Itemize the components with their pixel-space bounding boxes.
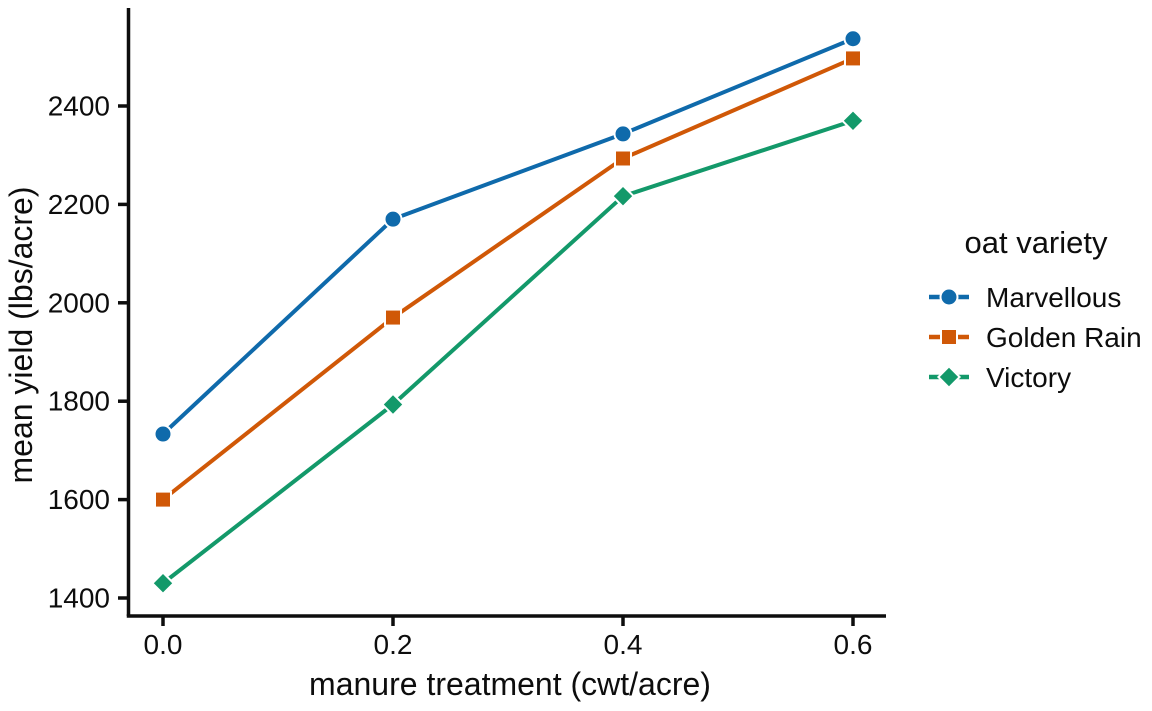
series-line xyxy=(161,56,854,502)
data-point-marker xyxy=(613,124,633,144)
legend-marker xyxy=(936,364,962,390)
legend-marker xyxy=(940,328,958,346)
data-point-marker xyxy=(840,108,866,133)
legend: Marvellous Golden Rain Victory xyxy=(929,282,1142,393)
data-point-marker xyxy=(383,209,403,229)
series-golden-rain xyxy=(154,49,862,509)
series-marvellous xyxy=(153,29,863,444)
data-point-marker xyxy=(614,149,632,168)
data-point-marker xyxy=(610,184,636,209)
legend-entry-marvellous: Marvellous xyxy=(929,282,1121,313)
legend-label: Golden Rain xyxy=(986,322,1142,353)
series-line xyxy=(161,118,854,585)
legend-marker xyxy=(939,287,959,307)
x-axis-ticks: 0.0 0.2 0.4 0.6 xyxy=(144,616,873,660)
y-tick-label: 1400 xyxy=(48,583,110,614)
series-line xyxy=(161,36,854,436)
legend-entry-victory: Victory xyxy=(929,362,1071,393)
legend-entry-golden-rain: Golden Rain xyxy=(929,322,1142,353)
data-point-marker xyxy=(384,308,402,327)
y-tick-label: 1600 xyxy=(48,484,110,515)
data-point-marker xyxy=(843,29,863,49)
data-point-marker xyxy=(150,571,176,596)
y-tick-label: 1800 xyxy=(48,386,110,417)
legend-title: oat variety xyxy=(964,225,1108,260)
data-point-marker xyxy=(844,49,862,68)
y-axis-title: mean yield (lbs/acre) xyxy=(3,187,39,484)
y-axis-ticks: 1400 1600 1800 2000 2200 2400 xyxy=(48,91,129,614)
data-point-marker xyxy=(380,392,406,417)
data-point-marker xyxy=(154,490,172,509)
x-tick-label: 0.4 xyxy=(604,629,643,660)
x-tick-label: 0.0 xyxy=(144,629,183,660)
x-tick-label: 0.2 xyxy=(374,629,413,660)
legend-label: Victory xyxy=(986,362,1071,393)
series-victory xyxy=(150,108,866,596)
y-tick-label: 2400 xyxy=(48,91,110,122)
y-tick-label: 2200 xyxy=(48,189,110,220)
y-tick-label: 2000 xyxy=(48,287,110,318)
x-axis-title: manure treatment (cwt/acre) xyxy=(309,666,711,702)
x-tick-label: 0.6 xyxy=(834,629,873,660)
data-point-marker xyxy=(153,424,173,444)
series-group xyxy=(150,29,866,596)
legend-label: Marvellous xyxy=(986,282,1121,313)
